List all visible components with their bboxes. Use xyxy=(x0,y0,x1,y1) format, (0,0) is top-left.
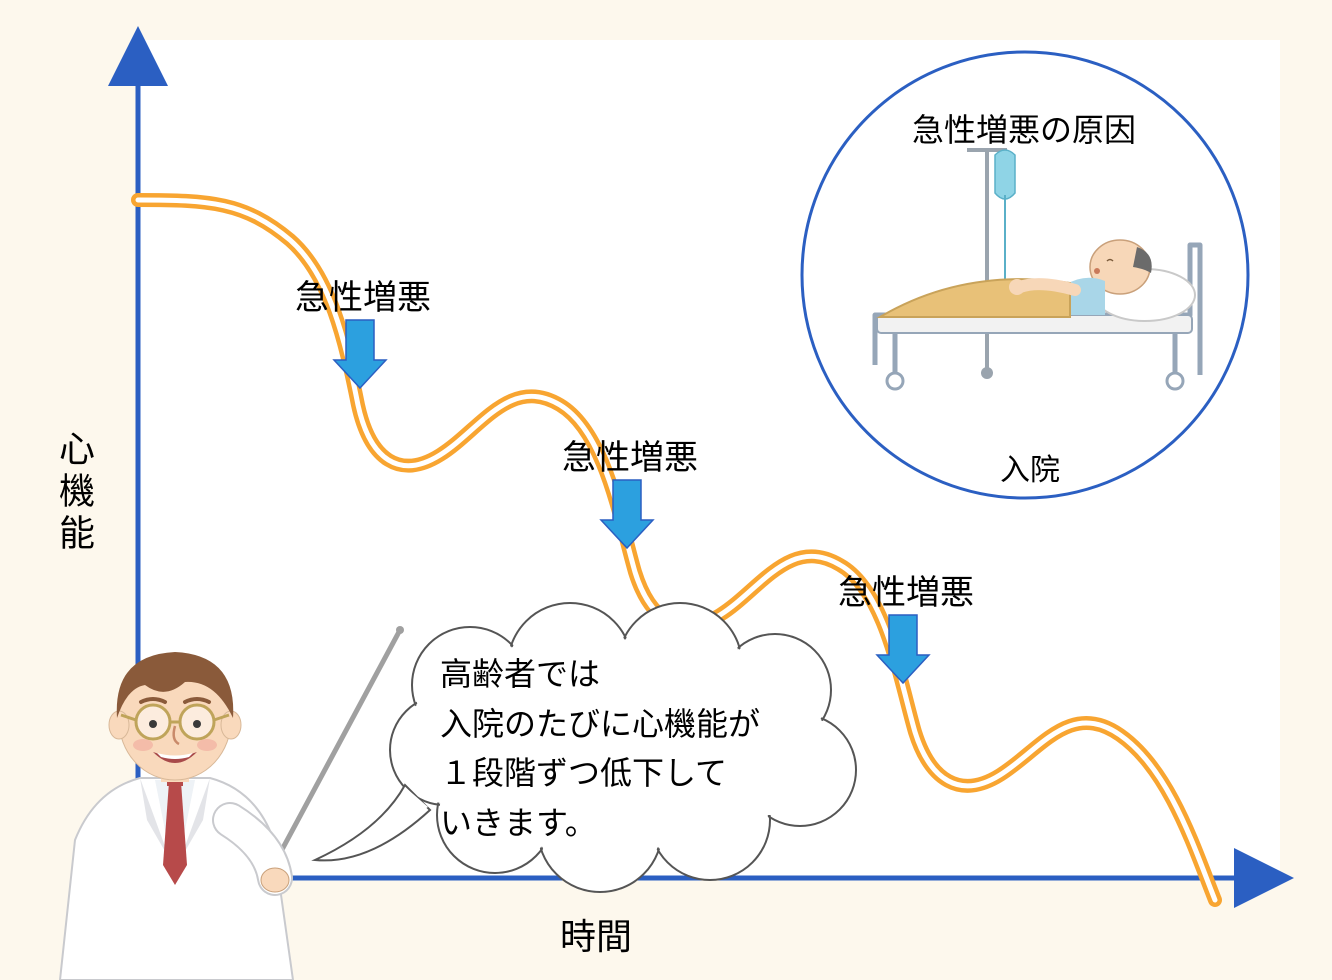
inset-caption: 入院 xyxy=(1000,445,1060,489)
y-axis-label: 心機能 xyxy=(48,430,100,556)
inset-title: 急性増悪の原因 xyxy=(912,105,1136,151)
event-label-2: 急性増悪 xyxy=(562,430,698,479)
speech-bubble-text: 高齢者では入院のたびに心機能が１段階ずつ低下していきます。 xyxy=(440,650,760,848)
x-axis-label: 時間 xyxy=(560,908,632,960)
event-label-3: 急性増悪 xyxy=(838,565,974,614)
event-label-1: 急性増悪 xyxy=(295,270,431,319)
chart-canvas: 心機能 時間 急性増悪 急性増悪 急性増悪 急性増悪の原因 入院 高齢者では入院… xyxy=(0,0,1332,980)
